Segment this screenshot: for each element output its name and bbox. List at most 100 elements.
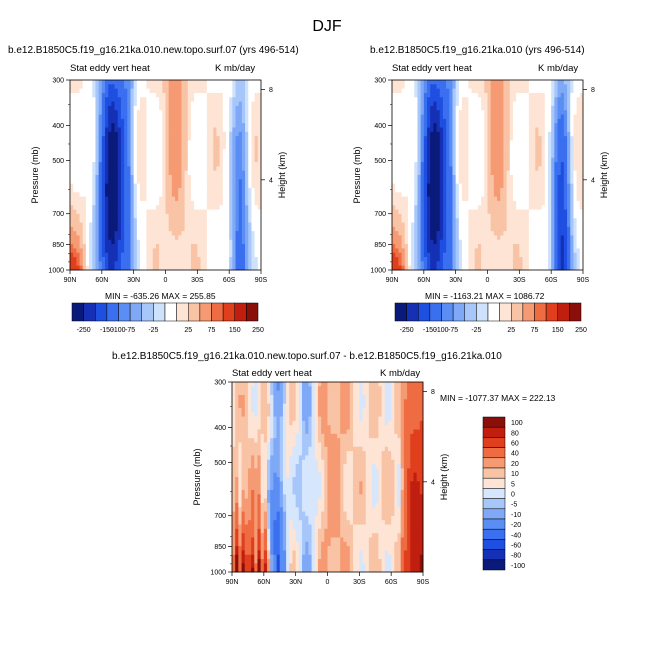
heatmap-cell [92, 149, 96, 154]
heatmap-cell [535, 218, 539, 223]
heatmap-cell [487, 261, 492, 267]
heatmap-cell [175, 149, 179, 154]
heatmap-cell [452, 162, 457, 167]
heatmap-cell [411, 110, 415, 115]
heatmap-cell [130, 226, 135, 232]
heatmap-cell [136, 235, 141, 241]
heatmap-cell [433, 136, 437, 141]
heatmap-cell [124, 179, 128, 185]
heatmap-cell [471, 175, 476, 180]
heatmap-cell [73, 157, 77, 163]
heatmap-cell [538, 222, 543, 228]
colorbar-swatch [234, 302, 247, 322]
heatmap-cell [89, 209, 93, 215]
heatmap-cell [120, 183, 125, 189]
heatmap-cell [433, 118, 437, 124]
heatmap-cell [241, 153, 246, 159]
heatmap-cell [114, 149, 119, 154]
heatmap-cell [79, 170, 84, 176]
heatmap-cell [538, 218, 543, 223]
heatmap-cell [452, 265, 457, 271]
heatmap-cell [449, 200, 453, 206]
heatmap-cell [127, 136, 131, 141]
heatmap-cell [398, 140, 402, 146]
heatmap-cell [490, 149, 495, 154]
heatmap-cell [235, 92, 240, 98]
heatmap-cell [127, 205, 131, 210]
heatmap-cell [241, 118, 246, 124]
heatmap-cell [462, 175, 466, 180]
heatmap-cell [229, 248, 233, 254]
heatmap-cell [452, 218, 457, 223]
heatmap-cell [200, 118, 205, 124]
heatmap-cell [423, 187, 428, 193]
heatmap-cell [76, 110, 80, 115]
heatmap-cell [149, 196, 154, 202]
heatmap-cell [175, 110, 179, 115]
heatmap-cell [525, 244, 530, 249]
heatmap-cell [108, 140, 112, 146]
heatmap-cell [203, 140, 208, 146]
heatmap-cell [245, 153, 249, 159]
heatmap-cell [200, 265, 205, 271]
heatmap-cell [229, 101, 233, 107]
heatmap-cell [497, 187, 501, 193]
heatmap-cell [213, 101, 217, 107]
heatmap-cell [98, 157, 103, 163]
colorbar-label: 150 [229, 327, 241, 334]
heatmap-cell [452, 153, 457, 159]
heatmap-cell [200, 149, 205, 154]
heatmap-cell [222, 118, 227, 124]
heatmap-cell [184, 222, 189, 228]
heatmap-cell [532, 110, 536, 115]
heatmap-cell [95, 136, 100, 141]
heatmap-cell [155, 144, 160, 150]
heatmap-cell [92, 101, 96, 107]
heatmap-cell [117, 144, 122, 150]
heatmap-cell [149, 153, 154, 159]
heatmap-cell [76, 196, 80, 202]
heatmap-cell [210, 196, 214, 202]
heatmap-cell [92, 218, 96, 223]
heatmap-cell [407, 175, 412, 180]
heatmap-cell [487, 213, 492, 219]
heatmap-cell [487, 140, 492, 146]
heatmap-cell [404, 123, 409, 128]
heatmap-cell [85, 131, 90, 137]
heatmap-cell [162, 170, 166, 176]
heatmap-cell [245, 110, 249, 115]
x-tick-label: 30S [191, 277, 204, 284]
heatmap-cell [159, 153, 163, 159]
heatmap-cell [82, 209, 87, 215]
heatmap-cell [519, 84, 523, 90]
heatmap-cell [430, 118, 434, 124]
heatmap-cell [225, 218, 230, 223]
heatmap-cell [392, 257, 396, 262]
heatmap-cell [442, 101, 447, 107]
heatmap-cell [241, 213, 246, 219]
heatmap-cell [114, 248, 119, 254]
heatmap-cell [98, 200, 103, 206]
heatmap-cell [468, 183, 472, 189]
heatmap-cell [238, 252, 243, 258]
heatmap-cell [423, 222, 428, 228]
heatmap-cell [446, 157, 450, 163]
heatmap-cell [401, 157, 406, 163]
heatmap-cell [458, 92, 463, 98]
heatmap-cell [528, 187, 533, 193]
heatmap-cell [509, 257, 514, 262]
heatmap-cell [146, 265, 150, 271]
heatmap-cell [512, 205, 517, 210]
heatmap-cell [477, 192, 482, 197]
heatmap-cell [407, 231, 412, 236]
heatmap-cell [449, 131, 453, 137]
heatmap-cell [407, 118, 412, 124]
heatmap-cell [248, 166, 252, 172]
heatmap-cell [519, 80, 523, 85]
heatmap-cell [79, 257, 84, 262]
heatmap-cell [481, 127, 485, 133]
heatmap-cell [462, 205, 466, 210]
heatmap-cell [532, 261, 536, 267]
heatmap-cell [108, 110, 112, 115]
heatmap-cell [159, 144, 163, 150]
